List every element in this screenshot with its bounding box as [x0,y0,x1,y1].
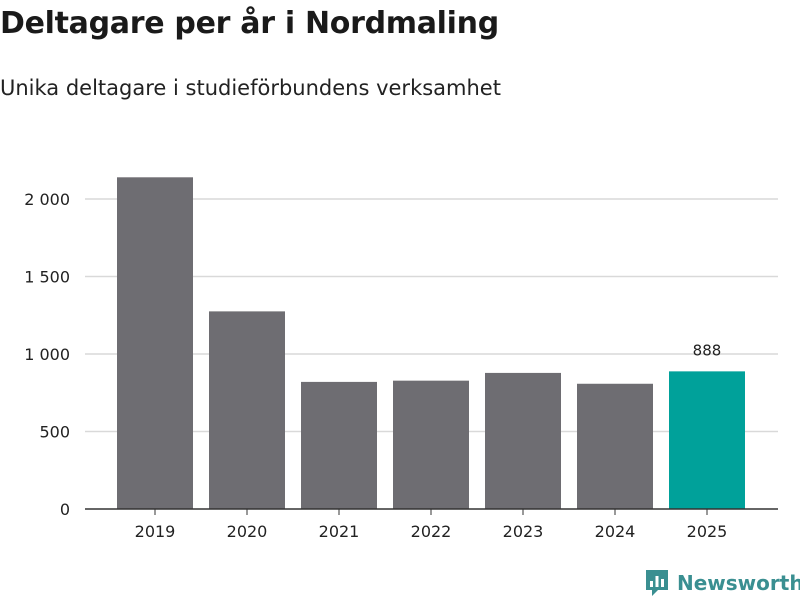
bar-2022 [393,380,469,509]
bar-2024 [577,383,653,509]
brand-name: Newsworthy [677,571,800,595]
x-tick-label: 2022 [411,522,452,541]
chart-title: Deltagare per år i Nordmaling [0,6,499,41]
newsworthy-logo-icon [646,570,668,596]
x-axis [85,508,778,515]
x-axis-tick-labels: 2019 2020 2021 2022 2023 2024 2025 [135,522,728,541]
y-axis-tick-labels: 0 500 1 000 1 500 2 000 [24,190,70,519]
data-labels: 888 [693,341,722,359]
y-tick-label: 0 [60,500,70,519]
brand-logo: Newsworthy [644,568,800,598]
bar-2020 [209,311,285,509]
chart-subtitle: Unika deltagare i studieförbundens verks… [0,76,501,100]
x-tick-label: 2021 [319,522,360,541]
bar-2021 [301,381,377,509]
y-tick-label: 1 000 [24,345,70,364]
bar-2023 [485,372,561,509]
data-label: 888 [693,341,722,359]
x-tick-label: 2025 [687,522,728,541]
bar-2019 [117,177,193,510]
y-tick-label: 500 [39,423,70,442]
x-tick-label: 2020 [227,522,268,541]
bars [117,177,745,510]
bar-2025 [669,371,745,509]
y-tick-label: 1 500 [24,268,70,287]
y-tick-label: 2 000 [24,190,70,209]
x-tick-label: 2019 [135,522,176,541]
x-tick-label: 2024 [595,522,636,541]
x-tick-label: 2023 [503,522,544,541]
